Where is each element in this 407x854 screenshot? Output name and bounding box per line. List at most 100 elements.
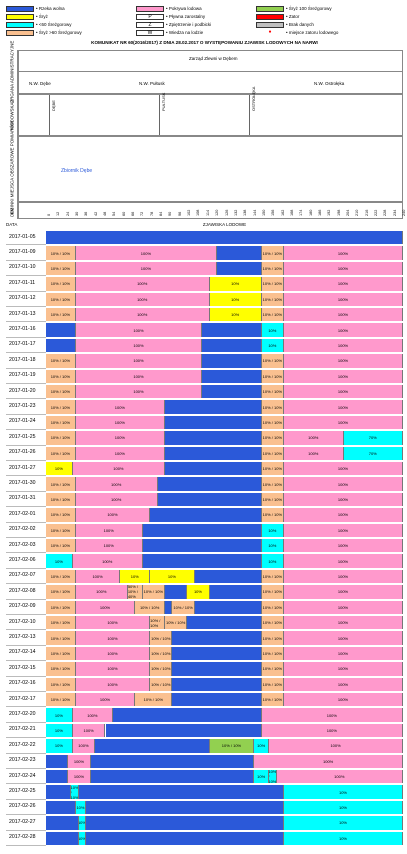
ice-segment [112,708,262,722]
admin-band: Zarząd Zlewni w Dębem N.W. Dębe N.W. Puł… [18,50,403,94]
date-label: 2017-01-31 [6,492,46,508]
date-label: 2017-02-14 [6,646,46,662]
date-label: 2017-02-22 [6,738,46,754]
ice-segment: 10% / 10% [46,431,76,445]
ice-segment: 100% [75,616,151,630]
gauge-marker [249,95,250,135]
ice-segment: 100% [75,631,151,645]
legend-item: • Śryż [6,12,48,21]
gauge-marker [49,95,50,135]
km-tick-label: 96 [177,211,182,216]
ice-segment: 100% [75,600,136,614]
ice-segment: 10% / 10% [261,369,284,383]
ice-segment: 10% / 10% [261,616,284,630]
ice-segment: 100% [284,462,403,476]
ice-segment: 100% [75,508,151,522]
ice-segment: 10% [261,554,284,568]
km-tick-label: 168 [289,209,294,216]
ice-segment: 10% / 10% [46,631,76,645]
ice-segment: 100% [75,292,210,306]
ice-segment: 100% [75,677,151,691]
ice-segment: 100% [284,585,403,599]
ice-segment: 10% / 10% [46,477,76,491]
legend-label: • Brak danych [286,22,314,27]
legend-swatch: W [136,29,164,36]
legend-swatch: Z [136,21,164,28]
km-tick-label: 72 [140,211,145,216]
date-label: 2017-02-07 [6,569,46,585]
ice-segment [150,508,262,522]
ice-segment: 100% [75,338,203,353]
hydro-band: Zbiornik Dębe [18,136,403,202]
date-label: 2017-01-23 [6,399,46,415]
ice-segment: 100% [284,308,403,322]
admin-sub-3: N.W. Ostrołęka [314,81,345,86]
date-label: 2017-01-24 [6,415,46,431]
km-tick-label: 162 [280,209,285,216]
ice-segment: 100% [75,539,143,553]
ice-segment [187,616,262,630]
ice-segment: 100% [284,369,403,383]
ice-segment: 10% / 10% [261,508,284,522]
date-label: 2017-02-16 [6,677,46,692]
legend-item: • Śryż 100 Śreżgorowy [256,4,332,13]
ice-segment: 100% [276,770,403,784]
ice-segment: 100% [75,415,165,430]
ice-segment: 100% [284,323,403,337]
legend-label: • Śryż [36,14,48,19]
date-label: 2017-02-27 [6,815,46,831]
km-tick-label: 180 [308,209,313,216]
ice-segment: 100% [284,385,403,399]
ice-segment: 10% / 10% [150,616,165,630]
ice-segment: 100% [284,508,403,522]
km-tick-label: 42 [93,211,98,216]
ice-segment: 100% [284,277,403,291]
ice-segment: 100% [72,739,96,753]
ice-segment: 10% / 10% [46,492,76,507]
ice-segment: 10% [261,323,284,337]
section-header: ZJAWISKA LODOWE [202,222,247,227]
ice-segment: 10% / 10% [46,400,76,414]
ice-segment [78,785,284,799]
date-label: 2017-02-17 [6,692,46,708]
ice-segment: 100% [284,431,344,445]
ice-segment: 10% [284,816,403,830]
gauge-label: PUŁTUSK [161,92,166,111]
ice-segment: 100% [75,246,218,260]
legend-swatch [256,13,284,20]
ice-segment [142,539,262,553]
km-tick-label: 66 [131,211,136,216]
ice-segment: 100% [75,385,203,399]
ice-segment [202,369,262,383]
ice-segment: 10% / 10% [150,631,173,645]
km-tick-label: 30 [75,211,80,216]
reservoir-label: Zbiornik Dębe [61,168,93,174]
ice-segment [46,231,403,245]
ice-segment [165,600,173,614]
legend-swatch [256,5,284,12]
legend-label: • Zpiętrzenie i podbicki [166,22,212,27]
date-label: 2017-02-15 [6,661,46,677]
date-label: 2017-02-21 [6,723,46,739]
km-tick-label: 54 [112,211,117,216]
ice-segment: 10% [261,338,284,353]
km-tick-label: 84 [159,211,164,216]
ice-segment: 10% / 10% [172,600,195,614]
ice-segment: 10% / 10% [46,369,76,383]
ice-segment: 50% / 10% / 40% [127,585,143,599]
ice-segment: 10% [209,308,262,322]
ice-segment: 10% / 10% [46,446,76,460]
ice-segment [194,600,262,614]
ice-segment: 100% [284,354,403,368]
ice-segment [172,662,262,676]
km-tick-label: 36 [84,211,89,216]
km-tick-label: 0 [47,213,51,216]
km-axis: 0 12 24 30 36 42 48 54 60 66 72 78 84 90 96 102 108 114 12… [18,202,406,219]
date-label: 2017-02-10 [6,615,46,631]
admin-text: Zarząd Zlewni w Dębem [189,56,238,61]
ice-segment: 10% / 10% [261,585,284,599]
ice-segment: 100% [284,693,403,707]
ice-segment: 100% [75,431,165,445]
ice-segment: 10% / 10% [46,261,76,276]
